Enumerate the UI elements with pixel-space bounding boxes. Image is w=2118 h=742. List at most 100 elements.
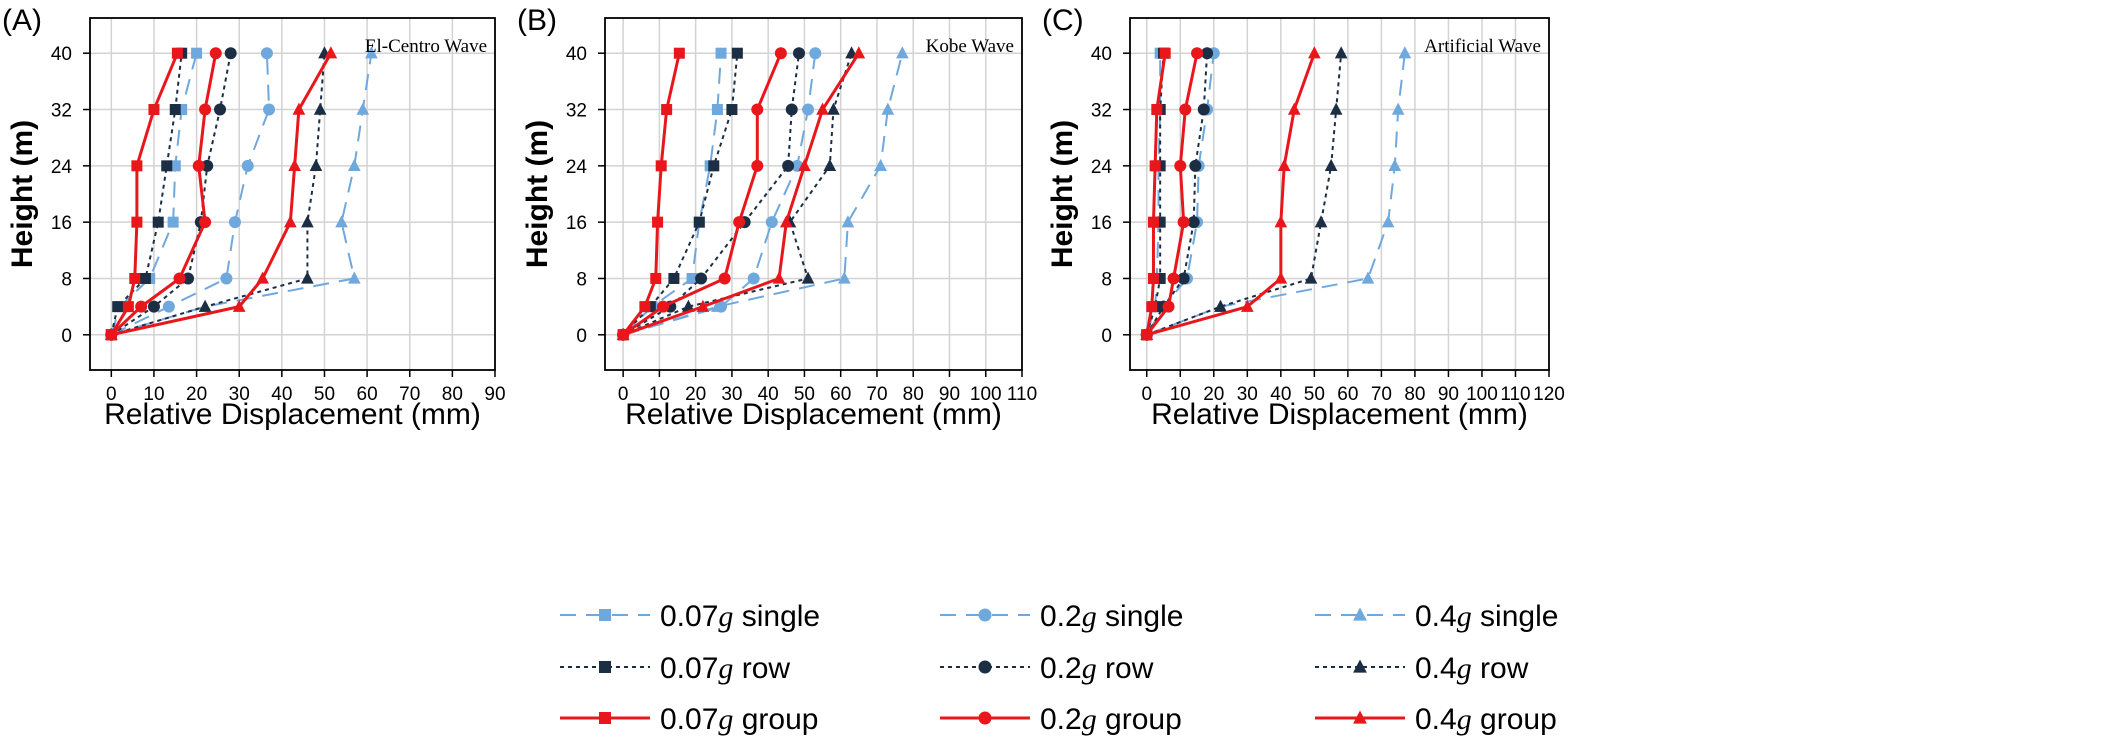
data-point	[224, 47, 237, 60]
data-point	[1361, 271, 1375, 284]
data-point	[1304, 271, 1318, 284]
x-tick-label: 40	[758, 384, 779, 405]
series-r02	[617, 47, 805, 341]
data-point	[1191, 47, 1204, 60]
x-tick-label: 30	[721, 384, 742, 405]
data-point	[171, 47, 183, 59]
series-line-s04	[1146, 53, 1406, 336]
y-tick-label: 24	[51, 157, 73, 178]
legend-label: 0.07g row	[660, 652, 790, 685]
data-point	[169, 160, 181, 172]
series-r007	[617, 47, 743, 341]
x-tick-label: 80	[442, 384, 463, 405]
data-point	[661, 104, 673, 116]
x-tick-label: 70	[1371, 384, 1392, 405]
series-line-r04	[1146, 53, 1343, 336]
x-tick-label: 100	[970, 384, 1002, 405]
legend-label: 0.07g group	[660, 703, 818, 736]
data-point	[131, 216, 143, 228]
y-tick-label: 24	[566, 157, 588, 178]
series-line-g02	[110, 52, 218, 336]
y-tick-label: 40	[51, 44, 72, 65]
data-point	[301, 271, 314, 284]
data-point	[765, 216, 778, 229]
data-point	[726, 104, 738, 116]
legend-label: 0.07g single	[660, 600, 820, 633]
data-point	[1329, 102, 1343, 115]
data-point	[708, 160, 720, 172]
data-point	[192, 159, 205, 172]
y-tick-label: 8	[61, 269, 72, 290]
plot-frame	[89, 17, 496, 371]
series-r04	[616, 46, 858, 340]
data-point	[241, 159, 254, 172]
data-point	[1149, 160, 1161, 172]
x-tick-label: 60	[1337, 384, 1358, 405]
data-point	[751, 103, 764, 116]
y-tick-label: 40	[1091, 44, 1112, 65]
data-point	[148, 104, 160, 116]
data-point	[747, 272, 760, 285]
data-point	[1274, 271, 1288, 284]
data-point	[1308, 46, 1321, 59]
data-point	[161, 160, 173, 172]
data-point	[131, 160, 143, 172]
data-point	[1214, 299, 1227, 312]
data-point	[841, 215, 855, 228]
data-point	[191, 47, 203, 59]
x-tick-label: 50	[1304, 384, 1325, 405]
data-point	[209, 47, 222, 60]
legend-label: 0.4g single	[1415, 600, 1558, 633]
data-point	[365, 46, 378, 59]
legend-marker	[978, 660, 992, 674]
legend-marker	[1353, 607, 1367, 621]
legend-marker	[599, 609, 611, 621]
data-point	[1140, 327, 1154, 340]
data-point	[693, 216, 705, 228]
data-point	[263, 103, 276, 116]
y-axis-title: Height (m)	[1046, 120, 1079, 268]
series-line-g007	[1145, 52, 1167, 336]
data-point	[1388, 158, 1402, 172]
data-point	[1274, 215, 1288, 228]
legend-label: 0.2g row	[1040, 652, 1154, 685]
data-point	[779, 215, 793, 228]
legend-label: 0.4g row	[1415, 652, 1529, 685]
legend-label: 0.4g group	[1415, 703, 1557, 736]
data-point	[639, 301, 651, 313]
data-point	[802, 103, 815, 116]
y-tick-label: 24	[1091, 157, 1113, 178]
data-point	[718, 272, 731, 285]
series-g04	[1140, 46, 1321, 340]
y-tick-label: 32	[1091, 101, 1112, 122]
legend-marker	[1353, 659, 1367, 673]
data-point	[214, 103, 227, 116]
data-point	[256, 271, 269, 284]
chart-title: El-Centro Wave	[365, 36, 487, 57]
x-tick-label: 0	[1141, 384, 1152, 405]
data-point	[284, 215, 297, 228]
data-point	[1146, 301, 1158, 313]
data-point	[201, 159, 214, 172]
data-point	[104, 327, 118, 340]
y-tick-label: 16	[51, 213, 72, 234]
x-tick-label: 30	[1237, 384, 1258, 405]
x-tick-label: 0	[106, 384, 117, 405]
data-point	[228, 216, 241, 229]
legend-item-r007: 0.07g row	[560, 652, 790, 685]
data-point	[1154, 272, 1166, 284]
data-point	[1189, 159, 1202, 172]
data-point	[1147, 272, 1159, 284]
x-tick-label: 20	[1203, 384, 1224, 405]
data-point	[881, 102, 895, 115]
data-point	[173, 272, 186, 285]
x-tick-label: 10	[143, 384, 164, 405]
x-tick-label: 80	[1404, 384, 1425, 405]
data-point	[823, 158, 837, 172]
x-tick-label: 90	[939, 384, 960, 405]
x-tick-label: 90	[484, 384, 505, 405]
chart-title: Kobe Wave	[926, 36, 1014, 57]
data-point	[182, 272, 195, 285]
data-point	[772, 271, 786, 284]
